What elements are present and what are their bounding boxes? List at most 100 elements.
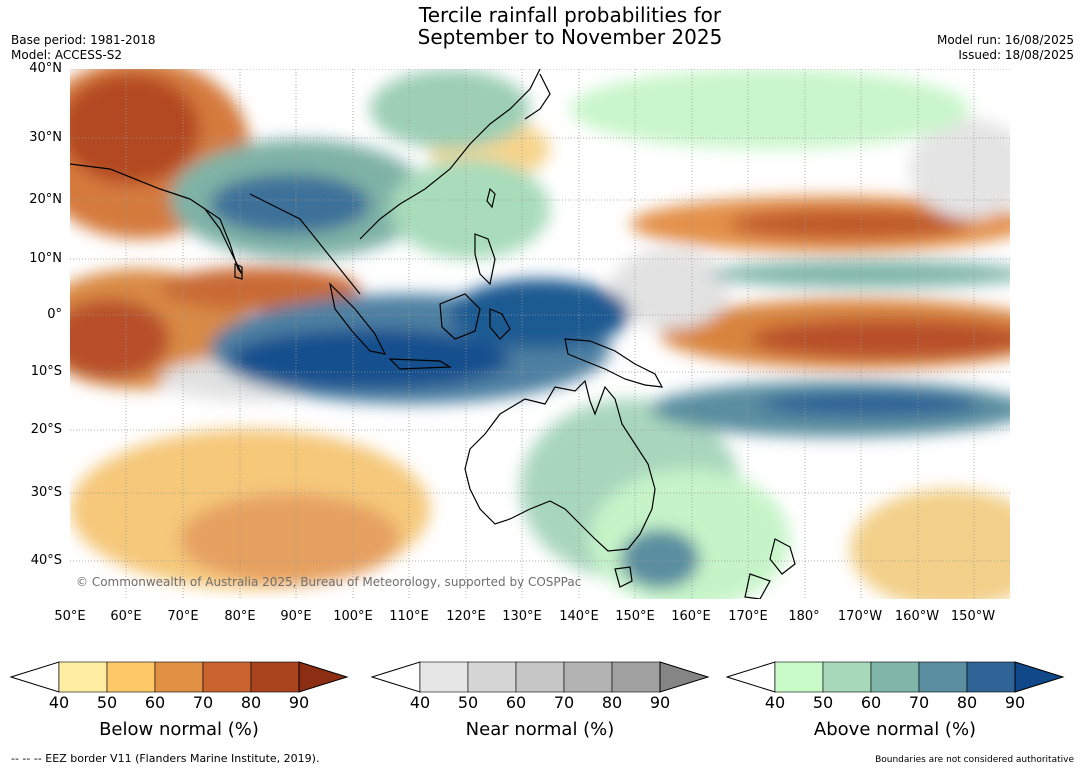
above-normal-region-spcz-core (760, 392, 980, 416)
colorbar-above-swatch-50 (822, 661, 872, 693)
colorbar-above-arrow-right (1014, 661, 1065, 693)
lat-label-0: 0° (47, 307, 62, 322)
below-normal-region-sw-pacific (850, 489, 1010, 599)
base-period-text: Base period: 1981-2018 (11, 33, 156, 47)
issued-text: Issued: 18/08/2025 (958, 48, 1074, 62)
below-normal-region-south-indian-core (180, 494, 400, 584)
taiwan-outline (486, 187, 496, 209)
above-normal-region-china (370, 69, 530, 149)
map-copyright: © Commonwealth of Australia 2025, Bureau… (76, 575, 581, 589)
lon-label-170w: 170°W (837, 609, 883, 624)
colorbar-below-normal (10, 661, 349, 693)
colorbar-below-tick-90: 90 (288, 693, 310, 712)
colorbar-below-tick-60: 60 (144, 693, 166, 712)
lat-label-40n: 40°N (29, 61, 62, 76)
japan-outline (524, 73, 551, 120)
lon-label-50e: 50°E (54, 609, 86, 624)
lon-label-180: 180° (788, 609, 820, 624)
tasmania-outline (614, 566, 633, 588)
lon-label-160w: 160°W (894, 609, 940, 624)
colorbar-above-arrow-left (726, 661, 776, 693)
model-run-text: Model run: 16/08/2025 (936, 33, 1074, 47)
colorbar-above-tick-70: 70 (908, 693, 930, 712)
lon-label-80e: 80°E (224, 609, 256, 624)
colorbar-below-tick-70: 70 (192, 693, 214, 712)
colorbar-below-tick-50: 50 (96, 693, 118, 712)
lon-label-150w: 150°W (950, 609, 996, 624)
above-normal-region-north (570, 69, 970, 149)
colorbar-above-normal (726, 661, 1065, 693)
colorbar-above-swatch-70 (918, 661, 968, 693)
lat-label-20n: 20°N (29, 192, 62, 207)
colorbar-above-tick-80: 80 (956, 693, 978, 712)
colorbar-above-swatch-40 (774, 661, 824, 693)
lon-label-60e: 60°E (110, 609, 142, 624)
lon-label-160e: 160°E (671, 609, 711, 624)
lon-label-90e: 90°E (280, 609, 312, 624)
lon-label-120e: 120°E (446, 609, 486, 624)
asia-coast-outline (70, 69, 541, 295)
below-normal-region-north-pacific-core (730, 208, 970, 240)
lat-label-40s: 40°S (30, 553, 62, 568)
colorbar-below-swatch-70 (202, 661, 252, 693)
lon-label-150e: 150°E (615, 609, 655, 624)
colorbar-near-tick-70: 70 (553, 693, 575, 712)
colorbar-near-tick-60: 60 (505, 693, 527, 712)
colorbar-near-arrow-left (371, 661, 421, 693)
footer-boundaries-note: Boundaries are not considered authoritat… (875, 755, 1074, 765)
below-normal-region-bay-bengal (160, 267, 360, 311)
java-outline (388, 358, 453, 370)
colorbar-near-swatch-60 (515, 661, 565, 693)
colorbar-near-title: Near normal (%) (465, 719, 615, 740)
rainfall-probability-map: © Commonwealth of Australia 2025, Bureau… (70, 69, 1010, 599)
near-normal-region-1 (610, 249, 730, 329)
chart-title: Tercile rainfall probabilities for Septe… (300, 4, 840, 48)
title-line-1: Tercile rainfall probabilities for (418, 3, 722, 27)
below-normal-region-nw-core (70, 74, 200, 184)
colorbar-near-swatch-70 (563, 661, 613, 693)
near-normal-region-2 (910, 119, 1010, 219)
colorbar-near-tick-50: 50 (457, 693, 479, 712)
colorbar-near-swatch-40 (419, 661, 469, 693)
below-normal-region-equatorial-core (750, 319, 1010, 359)
colorbar-near-swatch-80 (611, 661, 661, 693)
colorbar-above-swatch-80 (966, 661, 1016, 693)
colorbar-above-tick-40: 40 (764, 693, 786, 712)
colorbar-below-title: Below normal (%) (99, 719, 259, 740)
colorbar-near-tick-40: 40 (409, 693, 431, 712)
colorbar-above-tick-60: 60 (860, 693, 882, 712)
lat-label-30n: 30°N (29, 130, 62, 145)
colorbar-near-arrow-right (659, 661, 710, 693)
lon-label-170e: 170°E (728, 609, 768, 624)
colorbar-near-swatch-50 (467, 661, 517, 693)
borneo-outline (439, 293, 481, 340)
above-normal-region-indonesia (450, 279, 630, 349)
lon-label-110e: 110°E (389, 609, 429, 624)
above-normal-region-maritime-core (230, 329, 510, 389)
lon-label-140e: 140°E (559, 609, 599, 624)
colorbar-below-arrow-right (298, 661, 349, 693)
colorbar-below-arrow-left (10, 661, 60, 693)
colorbar-below-swatch-60 (154, 661, 204, 693)
land-outlines (70, 69, 796, 599)
model-text: Model: ACCESS-S2 (11, 48, 123, 62)
colorbar-below-tick-40: 40 (48, 693, 70, 712)
lat-label-30s: 30°S (30, 485, 62, 500)
colorbar-below-swatch-80 (250, 661, 300, 693)
below-normal-region-arabian-core (70, 299, 170, 379)
colorbar-near-tick-80: 80 (601, 693, 623, 712)
lon-label-100e: 100°E (333, 609, 373, 624)
lat-label-10n: 10°N (29, 251, 62, 266)
above-normal-region-north-pacific (710, 260, 1010, 288)
philippines-outline (474, 233, 496, 286)
meta-right: Model run: 16/08/2025 Issued: 18/08/2025 (937, 33, 1074, 63)
colorbar-above-tick-50: 50 (812, 693, 834, 712)
new-zealand-outline (744, 538, 796, 599)
meta-left: Base period: 1981-2018 Model: ACCESS-S2 (11, 33, 156, 63)
lat-label-20s: 20°S (30, 422, 62, 437)
sulawesi-outline (489, 308, 511, 340)
above-normal-region-asia-core (210, 174, 370, 234)
colorbar-below-swatch-40 (58, 661, 108, 693)
colorbar-below-swatch-50 (106, 661, 156, 693)
lat-label-10s: 10°S (30, 364, 62, 379)
